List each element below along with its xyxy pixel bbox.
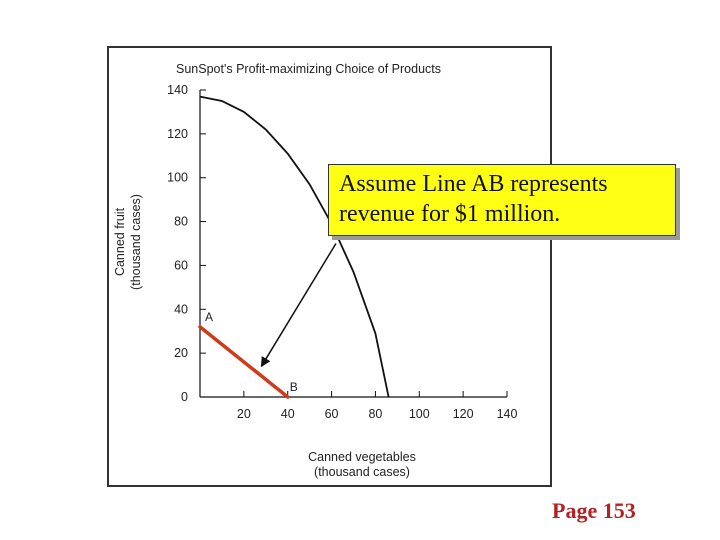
y-axis-label-line1: Canned fruit [113, 207, 127, 276]
x-tick-label: 120 [453, 407, 474, 421]
x-tick-label: 80 [368, 407, 382, 421]
y-tick-label: 100 [167, 171, 188, 185]
revenue-line-ab [198, 325, 290, 399]
chart-title: SunSpot's Profit-maximizing Choice of Pr… [176, 62, 441, 76]
x-axis-label-line2: (thousand cases) [314, 465, 410, 479]
y-tick-label: 80 [174, 215, 188, 229]
production-curve-line [199, 95, 390, 398]
x-tick-label: 140 [497, 407, 518, 421]
y-tick-label: 60 [174, 258, 188, 272]
annotation-arrow [260, 243, 337, 368]
x-tick-label: 40 [281, 407, 295, 421]
y-tick-label: 0 [181, 390, 188, 404]
y-tick-label: 140 [167, 83, 188, 97]
axes [199, 90, 507, 398]
x-axis-label-line1: Canned vegetables [308, 450, 416, 464]
annotation-layer [260, 243, 337, 368]
chart-frame [107, 46, 552, 487]
x-tick-label: 100 [409, 407, 430, 421]
x-tick-label: 60 [325, 407, 339, 421]
y-tick-label: 40 [174, 302, 188, 316]
point-label-a: A [205, 310, 213, 324]
y-axis-label-line2: (thousand cases) [129, 194, 143, 290]
point-label-b: B [290, 380, 298, 394]
x-tick-label: 20 [237, 407, 251, 421]
page-number: Page 153 [552, 498, 636, 523]
callout-box: Assume Line AB represents revenue for $1… [328, 164, 676, 236]
x-axis-ticks: 20 40 60 80 100 120 140 [237, 391, 518, 421]
series-layer: AB [198, 95, 390, 399]
y-tick-label: 20 [174, 346, 188, 360]
y-axis-ticks: 0 20 40 60 80 100 120 140 [167, 83, 206, 404]
y-tick-label: 120 [167, 127, 188, 141]
